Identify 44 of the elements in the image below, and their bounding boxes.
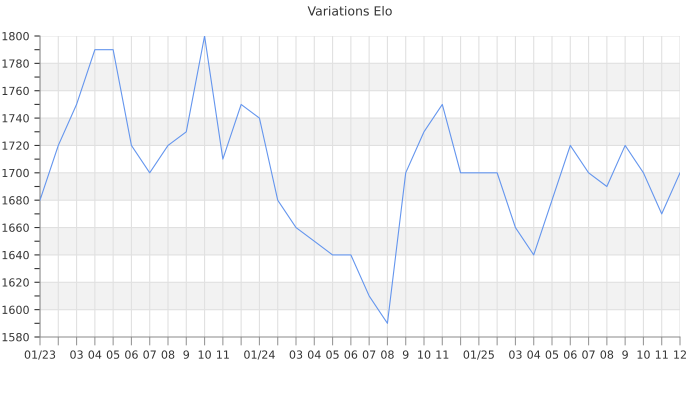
x-tick-label: 9 [622,350,628,359]
y-tick-label: 1640 [2,250,29,260]
x-tick-label: 04 [308,350,321,359]
y-tick-label: 1720 [2,141,29,150]
x-tick-label: 05 [106,350,120,359]
x-tick-label: 08 [162,350,174,359]
x-tick-label: 08 [381,350,394,359]
x-tick-label: 01/23 [24,350,56,360]
x-tick-label: 11 [656,350,668,359]
y-tick-label: 1680 [2,196,29,205]
x-tick-label: 04 [527,350,540,359]
x-tick-label: 06 [344,350,358,359]
x-tick-label: 9 [402,350,408,359]
y-tick-label: 1600 [2,306,29,314]
x-tick-label: 08 [600,350,614,359]
x-tick-label: 03 [70,350,83,359]
x-tick-label: 10 [198,350,211,359]
x-tick-label: 03 [290,350,302,359]
y-tick-label: 1660 [2,224,29,232]
x-tick-label: 04 [88,350,102,359]
y-tick-label: 1580 [2,332,29,342]
x-tick-label: 10 [638,350,650,359]
x-tick-label: 11 [217,350,229,359]
x-tick-label: 03 [509,350,522,359]
y-tick-label: 1700 [2,168,29,178]
y-tick-label: 1740 [2,114,29,122]
x-tick-label: 9 [183,350,190,359]
x-tick-label: 05 [326,350,339,359]
x-tick-label: 06 [125,350,138,359]
y-tick-label: 1760 [2,86,29,96]
y-tick-label: 1620 [2,278,29,287]
x-tick-label: 12 [674,350,686,359]
x-tick-label: 07 [362,350,376,359]
y-tick-label: 1800 [2,32,29,40]
x-tick-label: 11 [436,350,448,359]
x-tick-label: 01/25 [464,350,494,360]
x-tick-label: 07 [143,350,156,359]
x-tick-label: 10 [418,350,430,359]
y-tick-label: 1780 [2,59,29,68]
x-tick-label: 01/24 [244,350,275,360]
chart-title: Variations Elo [308,6,392,16]
x-tick-label: 07 [582,350,595,359]
x-tick-label: 06 [564,350,577,359]
x-tick-label: 05 [546,350,558,359]
